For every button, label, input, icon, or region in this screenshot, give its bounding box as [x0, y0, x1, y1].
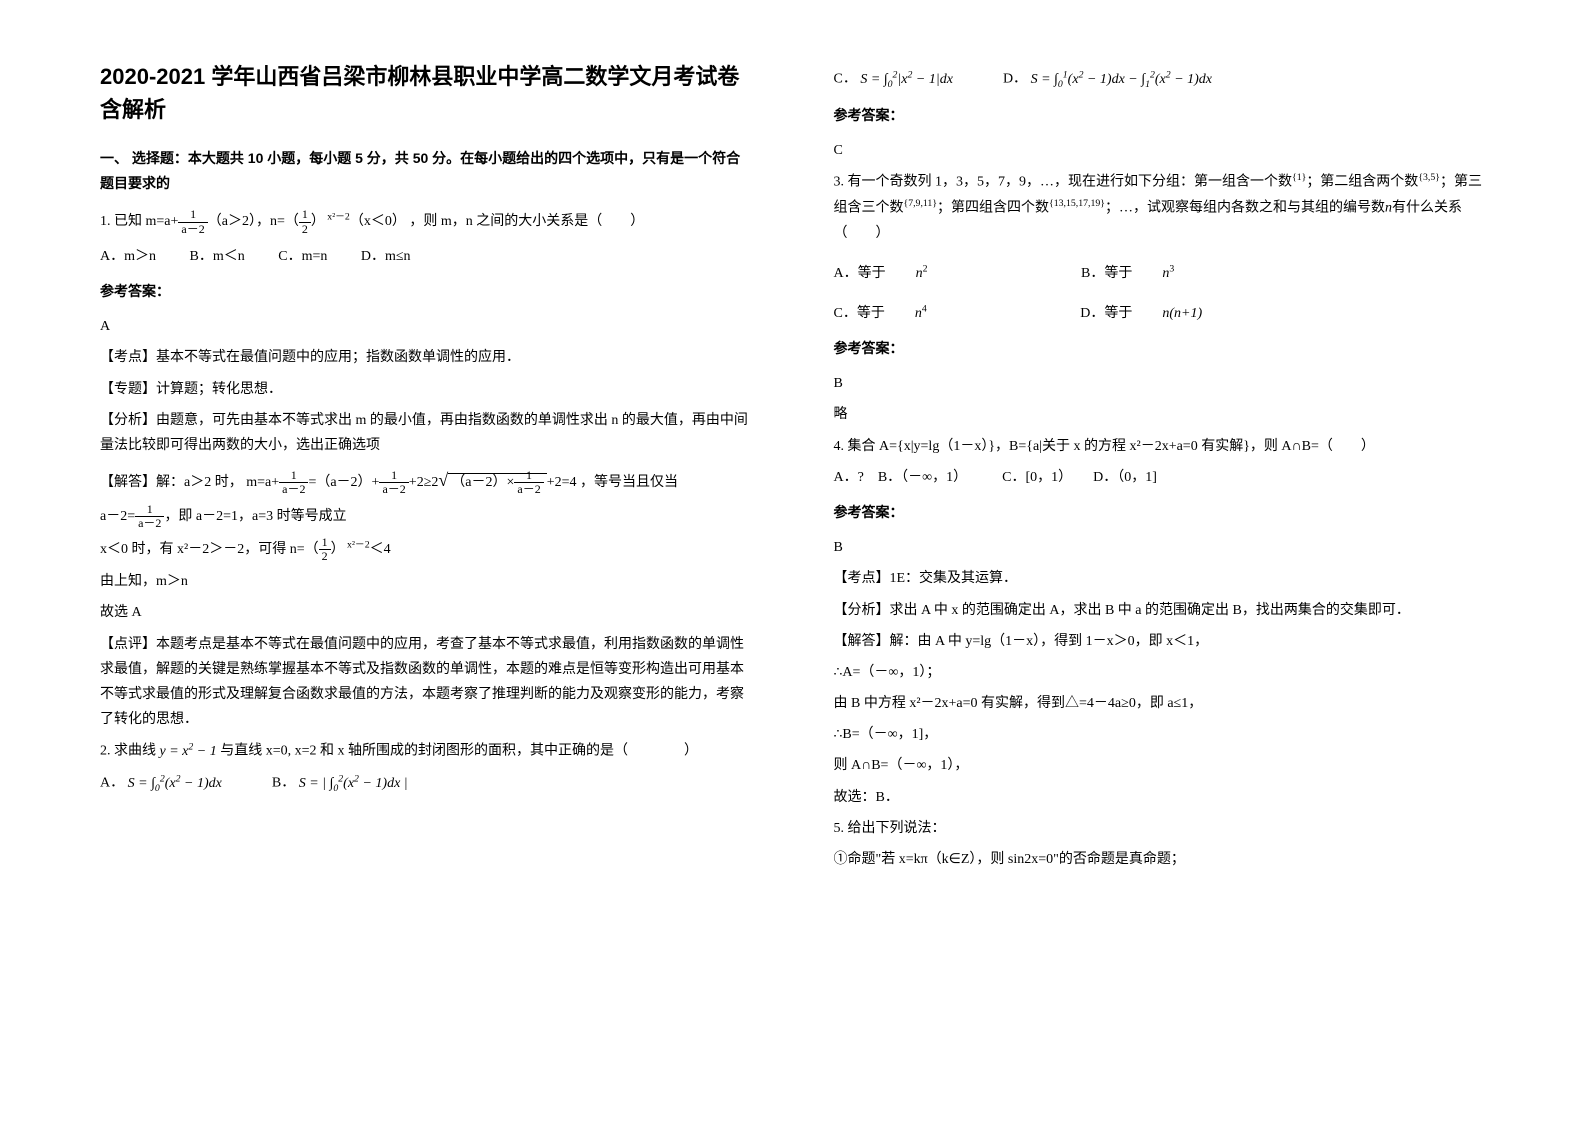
q5-line1: ①命题"若 x=kπ（k∈Z），则 sin2x=0"的否命题是真命题； — [834, 847, 1488, 872]
q4-fenxi: 【分析】求出 A 中 x 的范围确定出 A，求出 B 中 a 的范围确定出 B，… — [834, 598, 1488, 623]
q4-j5: 则 A∩B=（－∞，1）， — [834, 753, 1488, 778]
q1-jieda-3-pre: x＜0 时，有 x²－2＞－2，可得 — [100, 542, 286, 557]
q1-jieda-tail: ，等号当且仅当 — [580, 475, 678, 490]
q2-row-cd: C． S = ∫02|x2 − 1|dx D． S = ∫01(x2 − 1)d… — [834, 66, 1488, 93]
q3-ans: B — [834, 371, 1488, 396]
q4-j3: 由 B 中方程 x²－2x+a=0 有实解，得到△=4－4a≥0，即 a≤1， — [834, 691, 1488, 716]
q1-jieda-1: 【解答】解：a＞2 时， m=a+1a－2=（a－2）+1a－2+2≥2√（a－… — [100, 464, 754, 496]
q4-j1: 【解答】解：由 A 中 y=lg（1－x），得到 1－x＞0，即 x＜1， — [834, 629, 1488, 654]
q4-opts: A．? B．（－∞，1） C．[0，1） D．（0，1] — [834, 465, 1488, 490]
q3-opt-b: B．等于n3 — [1081, 266, 1174, 281]
q4-stem: 4. 集合 A={x|y=lg（1－x）}，B={a|关于 x 的方程 x²－2… — [834, 434, 1488, 459]
section-1-head: 一、 选择题：本大题共 10 小题，每小题 5 分，共 50 分。在每小题给出的… — [100, 146, 754, 196]
q3-ans-label: 参考答案： — [834, 336, 1488, 361]
q3-opt-b-label: B．等于 — [1081, 266, 1132, 281]
q3-s1: 3. 有一个奇数列 1，3，5，7，9，…，现在进行如下分组：第一组含一个数 — [834, 175, 1293, 190]
q4-ans: B — [834, 535, 1488, 560]
q3-opt-a-label: A．等于 — [834, 266, 886, 281]
q1-zhuanti: 【专题】计算题；转化思想． — [100, 377, 754, 402]
q3-opt-c: C．等于n4 — [834, 306, 927, 321]
q2-opt-c-label: C． — [834, 72, 857, 87]
q3-set1: {1} — [1292, 172, 1306, 183]
q2-stem-mid: 与直线 x=0, x=2 和 x 轴所围成的封闭图形的面积，其中正确的是（ ） — [220, 744, 698, 759]
q1-opt-d: D．m≤n — [361, 249, 411, 264]
q1-ans: A — [100, 314, 754, 339]
left-column: 2020-2021 学年山西省吕梁市柳林县职业中学高二数学文月考试卷含解析 一、… — [100, 60, 754, 878]
q4-j2: ∴A=（－∞，1）； — [834, 660, 1488, 685]
q1-choices: A．m＞n B．m＜n C．m=n D．m≤n — [100, 244, 754, 269]
q2-row-ab: A． S = ∫02(x2 − 1)dx B． S = | ∫02(x2 − 1… — [100, 770, 754, 797]
q2-opt-b: B． S = | ∫02(x2 − 1)dx | — [272, 770, 408, 797]
q1-dianping: 【点评】本题考点是基本不等式在最值问题中的应用，考查了基本不等式求最值，利用指数… — [100, 632, 754, 733]
q3-set2: {3,5} — [1418, 172, 1440, 183]
q3-choices-row1: A．等于n2 B．等于n3 — [834, 260, 1488, 286]
right-column: C． S = ∫02|x2 − 1|dx D． S = ∫01(x2 − 1)d… — [834, 60, 1488, 878]
q1-jieda-label: 【解答】解：a＞2 时， — [100, 475, 243, 490]
q1-kaodian: 【考点】基本不等式在最值问题中的应用；指数函数单调性的应用． — [100, 345, 754, 370]
q2-stem: 2. 求曲线 y = x2 − 1 与直线 x=0, x=2 和 x 轴所围成的… — [100, 738, 754, 764]
q4-ans-label: 参考答案： — [834, 500, 1488, 525]
q1-opt-c: C．m=n — [278, 249, 327, 264]
q1-opt-b: B．m＜n — [190, 249, 245, 264]
q1-stem: 1. 已知 m=a+1a－2（a＞2），n=（12） x²－2（x＜0） ，则 … — [100, 208, 754, 235]
q2-opt-d-label: D． — [1003, 72, 1027, 87]
q3-n: n — [1385, 201, 1392, 216]
q2-ans-label: 参考答案： — [834, 103, 1488, 128]
page: 2020-2021 学年山西省吕梁市柳林县职业中学高二数学文月考试卷含解析 一、… — [0, 0, 1587, 938]
q4-kao: 【考点】1E：交集及其运算． — [834, 566, 1488, 591]
q2-ans: C — [834, 138, 1488, 163]
q3-choices-row2: C．等于n4 D．等于n(n+1) — [834, 300, 1488, 326]
q1-ans-label: 参考答案： — [100, 279, 754, 304]
doc-title: 2020-2021 学年山西省吕梁市柳林县职业中学高二数学文月考试卷含解析 — [100, 60, 754, 126]
q3-stem: 3. 有一个奇数列 1，3，5，7，9，…，现在进行如下分组：第一组含一个数{1… — [834, 169, 1488, 246]
q1-stem-suffix: ，则 m，n 之间的大小关系是（ ） — [409, 214, 644, 229]
q2-opt-b-label: B． — [272, 776, 295, 791]
q5-stem: 5. 给出下列说法： — [834, 816, 1488, 841]
q4-j6: 故选：B． — [834, 785, 1488, 810]
q1-opt-a: A．m＞n — [100, 249, 156, 264]
q2-opt-d: D． S = ∫01(x2 − 1)dx − ∫12(x2 − 1)dx — [1003, 66, 1212, 93]
q3-set4: {13,15,17,19} — [1049, 198, 1105, 209]
q4-j4: ∴B=（－∞，1]， — [834, 722, 1488, 747]
q3-s4: ；第四组含四个数 — [937, 201, 1049, 216]
q3-s2: ；第二组含两个数 — [1306, 175, 1418, 190]
q3-lue: 略 — [834, 402, 1488, 427]
q1-jieda-3: x＜0 时，有 x²－2＞－2，可得 n=（12） x²－2＜4 — [100, 536, 754, 563]
q3-opt-c-label: C．等于 — [834, 306, 885, 321]
q2-opt-a: A． S = ∫02(x2 − 1)dx — [100, 770, 222, 797]
q1-jieda-2-tail: ，即 a－2=1，a=3 时等号成立 — [164, 508, 346, 523]
q2-stem-pre: 2. 求曲线 — [100, 744, 156, 759]
q3-opt-d: D．等于n(n+1) — [1080, 306, 1202, 321]
q1-jieda-4: 由上知，m＞n — [100, 569, 754, 594]
q1-jieda-2: a－2=1a－2，即 a－2=1，a=3 时等号成立 — [100, 503, 754, 530]
q3-s5: ；…，试观察每组内各数之和与其组的编号数 — [1105, 201, 1385, 216]
q3-opt-d-label: D．等于 — [1080, 306, 1132, 321]
q1-jieda-5: 故选 A — [100, 600, 754, 625]
q1-stem-prefix: 1. 已知 — [100, 214, 142, 229]
q2-opt-c: C． S = ∫02|x2 − 1|dx — [834, 66, 953, 93]
q3-set3: {7,9,11} — [904, 198, 938, 209]
q3-opt-a: A．等于n2 — [834, 266, 928, 281]
q1-fenxi: 【分析】由题意，可先由基本不等式求出 m 的最小值，再由指数函数的单调性求出 n… — [100, 408, 754, 458]
q2-opt-a-label: A． — [100, 776, 124, 791]
